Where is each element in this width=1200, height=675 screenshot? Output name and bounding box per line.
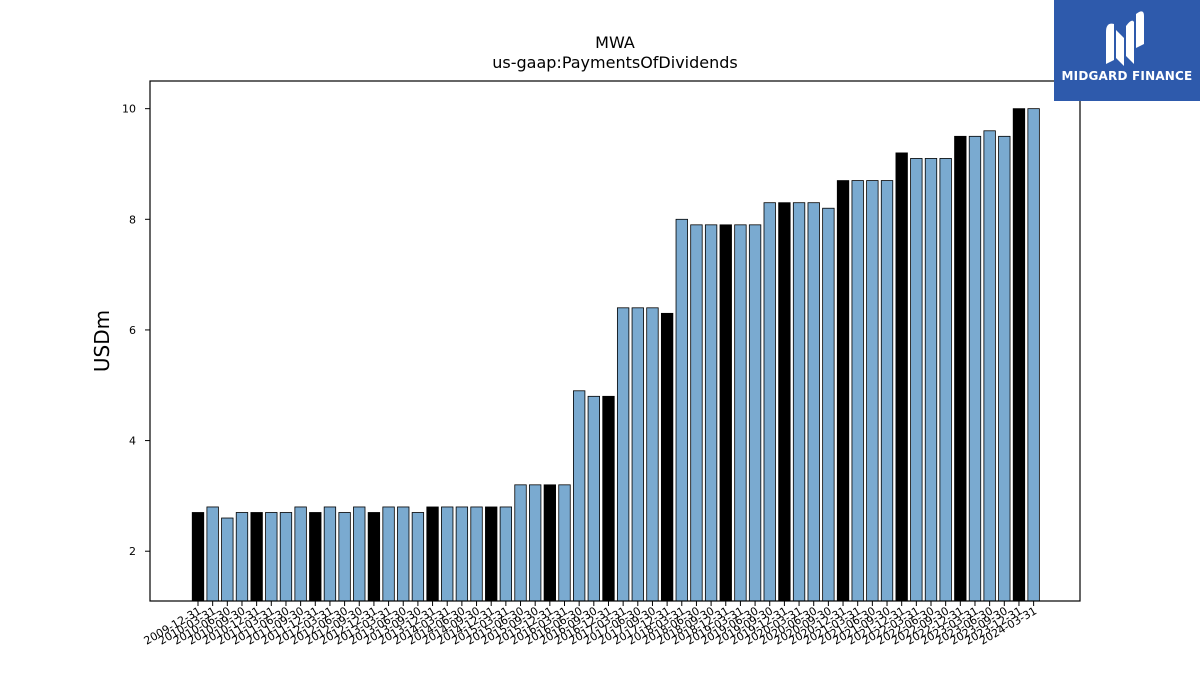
- bar: [514, 484, 527, 602]
- bar: [191, 512, 205, 602]
- bar: [470, 506, 483, 602]
- bar: [807, 202, 820, 602]
- bar: [1012, 108, 1026, 602]
- bar: [778, 202, 791, 602]
- bar: [323, 506, 337, 602]
- bar: [880, 180, 894, 602]
- bar: [895, 152, 908, 602]
- brand-logo: MIDGARD FINANCE: [1054, 0, 1200, 101]
- plot-frame: [149, 80, 1081, 602]
- y-tick-label: 4: [129, 435, 136, 448]
- bar: [924, 158, 938, 602]
- bar: [558, 484, 571, 602]
- bar: [382, 506, 395, 602]
- bar: [616, 307, 630, 602]
- y-axis-label: USDm: [90, 310, 114, 372]
- bar: [836, 180, 850, 602]
- bar: [587, 395, 600, 602]
- bar: [250, 512, 263, 602]
- bar: [748, 224, 762, 602]
- bar: [426, 506, 439, 602]
- bar: [353, 506, 366, 602]
- bar: [690, 224, 703, 602]
- bar: [954, 135, 967, 602]
- bar: [573, 390, 586, 602]
- bar: [792, 202, 806, 602]
- bar: [646, 307, 659, 602]
- brand-name: MIDGARD FINANCE: [1061, 69, 1193, 83]
- chart-subtitle: us-gaap:PaymentsOfDividends: [492, 53, 738, 72]
- bar: [822, 207, 835, 602]
- bar: [294, 506, 307, 602]
- bar: [411, 512, 425, 602]
- bar: [543, 484, 556, 602]
- y-tick-label: 6: [129, 324, 136, 337]
- bar: [763, 202, 776, 602]
- bar: [397, 506, 410, 602]
- bar: [265, 512, 278, 602]
- bar: [529, 484, 542, 602]
- bar: [455, 506, 469, 602]
- bar: [910, 158, 923, 602]
- bar: [499, 506, 513, 602]
- bar: [704, 224, 718, 602]
- bar: [660, 312, 674, 602]
- y-tick-label: 8: [129, 213, 136, 226]
- bar: [734, 224, 747, 602]
- bar: [851, 180, 864, 602]
- bar: [367, 512, 381, 602]
- bar: [441, 506, 454, 602]
- bar: [866, 180, 879, 602]
- bar: [998, 135, 1011, 602]
- midgard-logo-icon: [1106, 11, 1144, 66]
- bar: [279, 512, 293, 602]
- bar: [968, 135, 982, 602]
- y-tick-label: 10: [122, 103, 136, 116]
- bar: [485, 506, 498, 602]
- chart-title: MWA: [595, 33, 635, 52]
- bar: [983, 130, 996, 602]
- bar: [338, 512, 351, 602]
- bar: [719, 224, 732, 602]
- bar: [1027, 108, 1040, 602]
- bar: [602, 395, 615, 602]
- bar: [939, 158, 952, 602]
- y-tick-label: 2: [129, 545, 136, 558]
- bar: [235, 512, 249, 602]
- bar: [309, 512, 322, 602]
- bar: [221, 517, 234, 602]
- bar: [675, 218, 688, 602]
- bar: [631, 307, 644, 602]
- bar: [206, 506, 219, 602]
